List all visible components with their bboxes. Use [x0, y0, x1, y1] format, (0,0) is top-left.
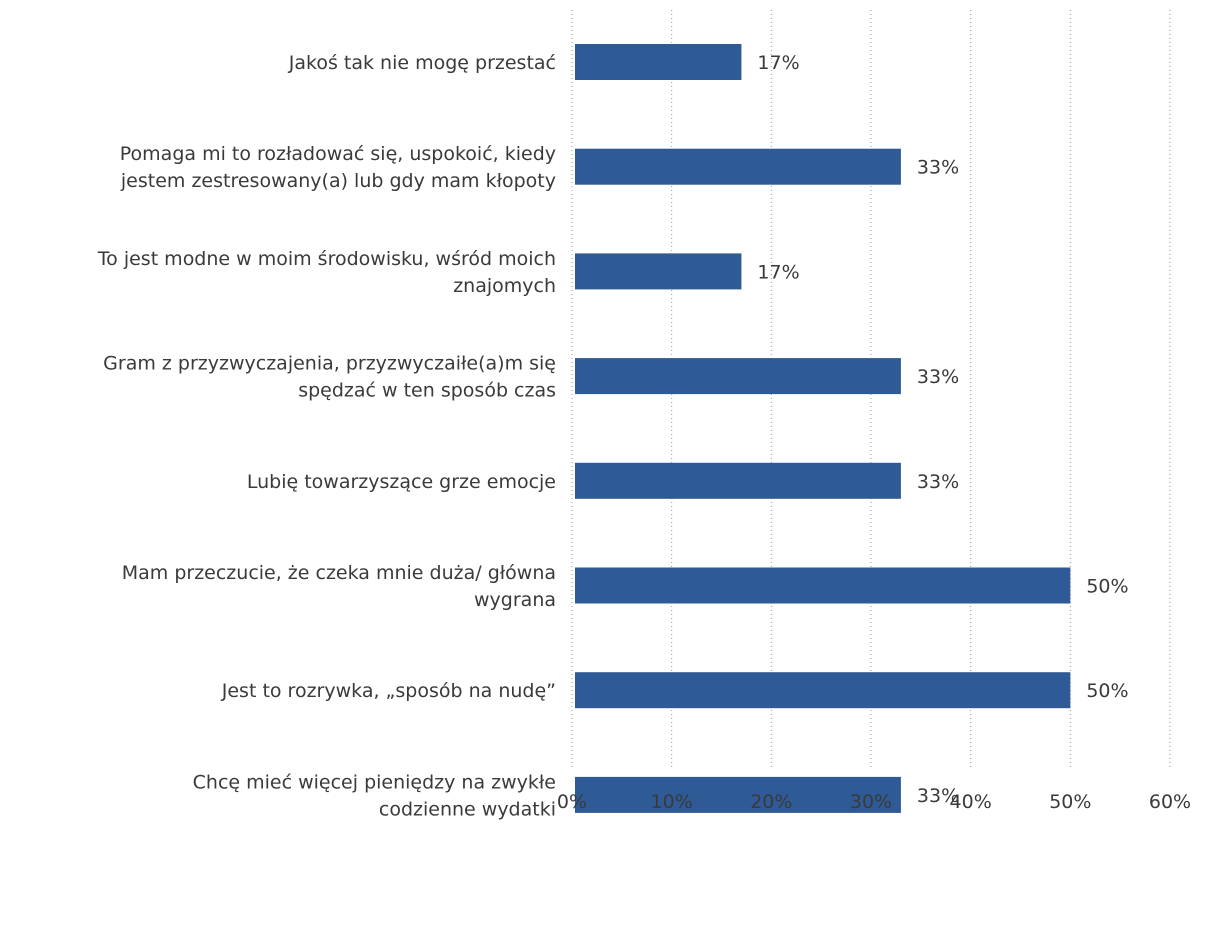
value-labels: 17% 33% 17% 33% 33% 50% 50% 33% [757, 52, 1128, 807]
bar-value-label: 33% [917, 366, 959, 388]
category-label: Lubię towarzyszące grze emocje [247, 471, 556, 493]
category-label-line: spędzać w ten sposób czas [298, 380, 556, 402]
bar-value-label: 50% [1086, 680, 1128, 702]
category-label-line: Jest to rozrywka, „sposób na nudę” [221, 680, 556, 702]
category-labels: Jakoś tak nie mogę przestać Pomaga mi to … [97, 52, 556, 820]
x-axis-tick-labels: 0% 10% 20% 30% 40% 50% 60% [557, 791, 1191, 813]
bar-value-label: 33% [917, 157, 959, 179]
x-tick-label: 60% [1149, 791, 1191, 813]
category-label: To jest modne w moim środowisku, wśród m… [97, 248, 556, 297]
category-label: Jest to rozrywka, „sposób na nudę” [221, 680, 556, 702]
bar [575, 148, 901, 185]
bar [575, 567, 1071, 604]
category-label: Pomaga mi to rozładować się, uspokoić, k… [120, 143, 556, 192]
category-label-line: Jakoś tak nie mogę przestać [288, 52, 556, 74]
bar-value-label: 17% [757, 52, 799, 74]
category-label: Chcę mieć więcej pieniędzy na zwykłe codz… [193, 771, 556, 820]
category-label-line: jestem zestresowany(a) lub gdy mam kłopo… [120, 170, 556, 192]
category-label-line: Chcę mieć więcej pieniędzy na zwykłe [193, 771, 556, 793]
bars [575, 44, 1071, 813]
x-tick-label: 0% [557, 791, 587, 813]
category-label: Gram z przyzwyczajenia, przyzwyczaiłe(a)… [103, 353, 556, 402]
bar-value-label: 17% [757, 261, 799, 283]
category-label-line: codzienne wydatki [379, 798, 556, 820]
category-label-line: Pomaga mi to rozładować się, uspokoić, k… [120, 143, 556, 165]
bar [575, 462, 901, 499]
category-label-line: To jest modne w moim środowisku, wśród m… [97, 248, 556, 270]
x-tick-label: 30% [850, 791, 892, 813]
bar [575, 358, 901, 395]
x-tick-label: 10% [651, 791, 693, 813]
category-label: Jakoś tak nie mogę przestać [288, 52, 556, 74]
bar [575, 253, 742, 290]
x-tick-label: 40% [950, 791, 992, 813]
category-label-line: znajomych [453, 275, 556, 297]
category-label-line: Mam przeczucie, że czeka mnie duża/ głów… [122, 562, 556, 584]
bar [575, 44, 742, 80]
x-tick-label: 20% [750, 791, 792, 813]
bar [575, 776, 901, 813]
bar [575, 672, 1071, 709]
bar-value-label: 33% [917, 785, 959, 807]
category-label-line: Gram z przyzwyczajenia, przyzwyczaiłe(a)… [103, 353, 556, 375]
category-label: Mam przeczucie, że czeka mnie duża/ głów… [122, 562, 556, 611]
bar-value-label: 33% [917, 471, 959, 493]
category-label-line: wygrana [474, 589, 556, 611]
bar-value-label: 50% [1086, 576, 1128, 598]
x-tick-label: 50% [1049, 791, 1091, 813]
category-label-line: Lubię towarzyszące grze emocje [247, 471, 556, 493]
